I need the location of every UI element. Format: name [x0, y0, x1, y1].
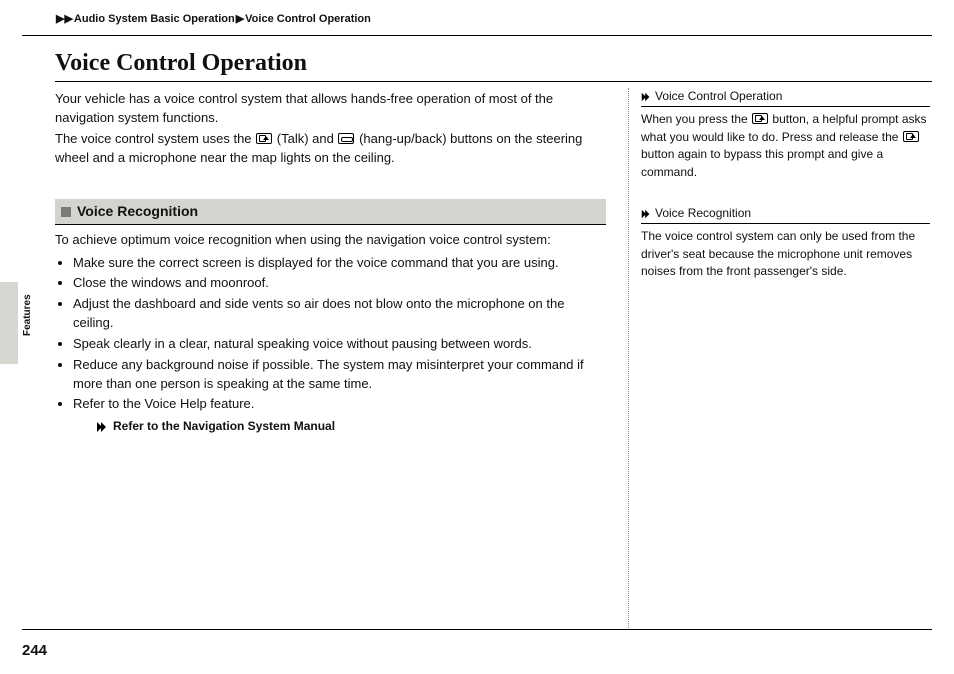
double-arrow-icon: [642, 209, 651, 218]
breadcrumb-level-2: Voice Control Operation: [245, 13, 371, 25]
bullet-list: Make sure the correct screen is displaye…: [55, 254, 606, 415]
intro-paragraph: Your vehicle has a voice control system …: [55, 90, 606, 128]
cross-reference: Refer to the Navigation System Manual: [97, 418, 606, 435]
sidebar-column: Voice Control Operation When you press t…: [628, 88, 932, 628]
sidebar-title: Voice Recognition: [655, 205, 751, 222]
section-header: Voice Recognition: [55, 199, 606, 224]
breadcrumb: ▶▶Audio System Basic Operation▶Voice Con…: [22, 12, 932, 25]
text-fragment: When you press the: [641, 112, 751, 126]
double-arrow-icon: [97, 422, 107, 432]
page-number: 244: [22, 642, 47, 659]
section-title: Voice Recognition: [77, 201, 198, 221]
breadcrumb-level-1: Audio System Basic Operation: [74, 13, 235, 25]
section-marker-icon: [61, 207, 71, 217]
talk-icon: [256, 133, 272, 144]
title-underline: [55, 81, 932, 82]
list-item: Adjust the dashboard and side vents so a…: [73, 295, 606, 333]
section-lead: To achieve optimum voice recognition whe…: [55, 231, 606, 250]
text-fragment: button again to bypass this prompt and g…: [641, 147, 883, 178]
intro-paragraph: The voice control system uses the (Talk)…: [55, 130, 606, 168]
talk-icon: [752, 113, 768, 124]
page-title: Voice Control Operation: [55, 50, 932, 77]
triangle-icon: ▶: [236, 13, 244, 25]
footer-line: [22, 629, 932, 630]
list-item: Reduce any background noise if possible.…: [73, 356, 606, 394]
talk-icon: [903, 131, 919, 142]
triangle-icon: ▶▶: [56, 13, 73, 25]
text-fragment: The voice control system uses the: [55, 131, 255, 146]
list-item: Close the windows and moonroof.: [73, 274, 606, 293]
sidebar-header: Voice Control Operation: [641, 88, 930, 107]
footer: 244: [22, 642, 47, 660]
sidebar-header: Voice Recognition: [641, 205, 930, 224]
list-item: Refer to the Voice Help feature.: [73, 395, 606, 414]
cross-reference-text: Refer to the Navigation System Manual: [113, 418, 335, 435]
sidebar-title: Voice Control Operation: [655, 88, 782, 105]
sidebar-body: The voice control system can only be use…: [641, 228, 930, 280]
sidebar-body: When you press the button, a helpful pro…: [641, 111, 930, 181]
double-arrow-icon: [642, 92, 651, 101]
hangup-back-icon: [338, 133, 354, 144]
text-fragment: (Talk) and: [273, 131, 337, 146]
divider: [22, 35, 932, 36]
list-item: Speak clearly in a clear, natural speaki…: [73, 335, 606, 354]
main-column: Your vehicle has a voice control system …: [55, 88, 606, 628]
list-item: Make sure the correct screen is displaye…: [73, 254, 606, 273]
